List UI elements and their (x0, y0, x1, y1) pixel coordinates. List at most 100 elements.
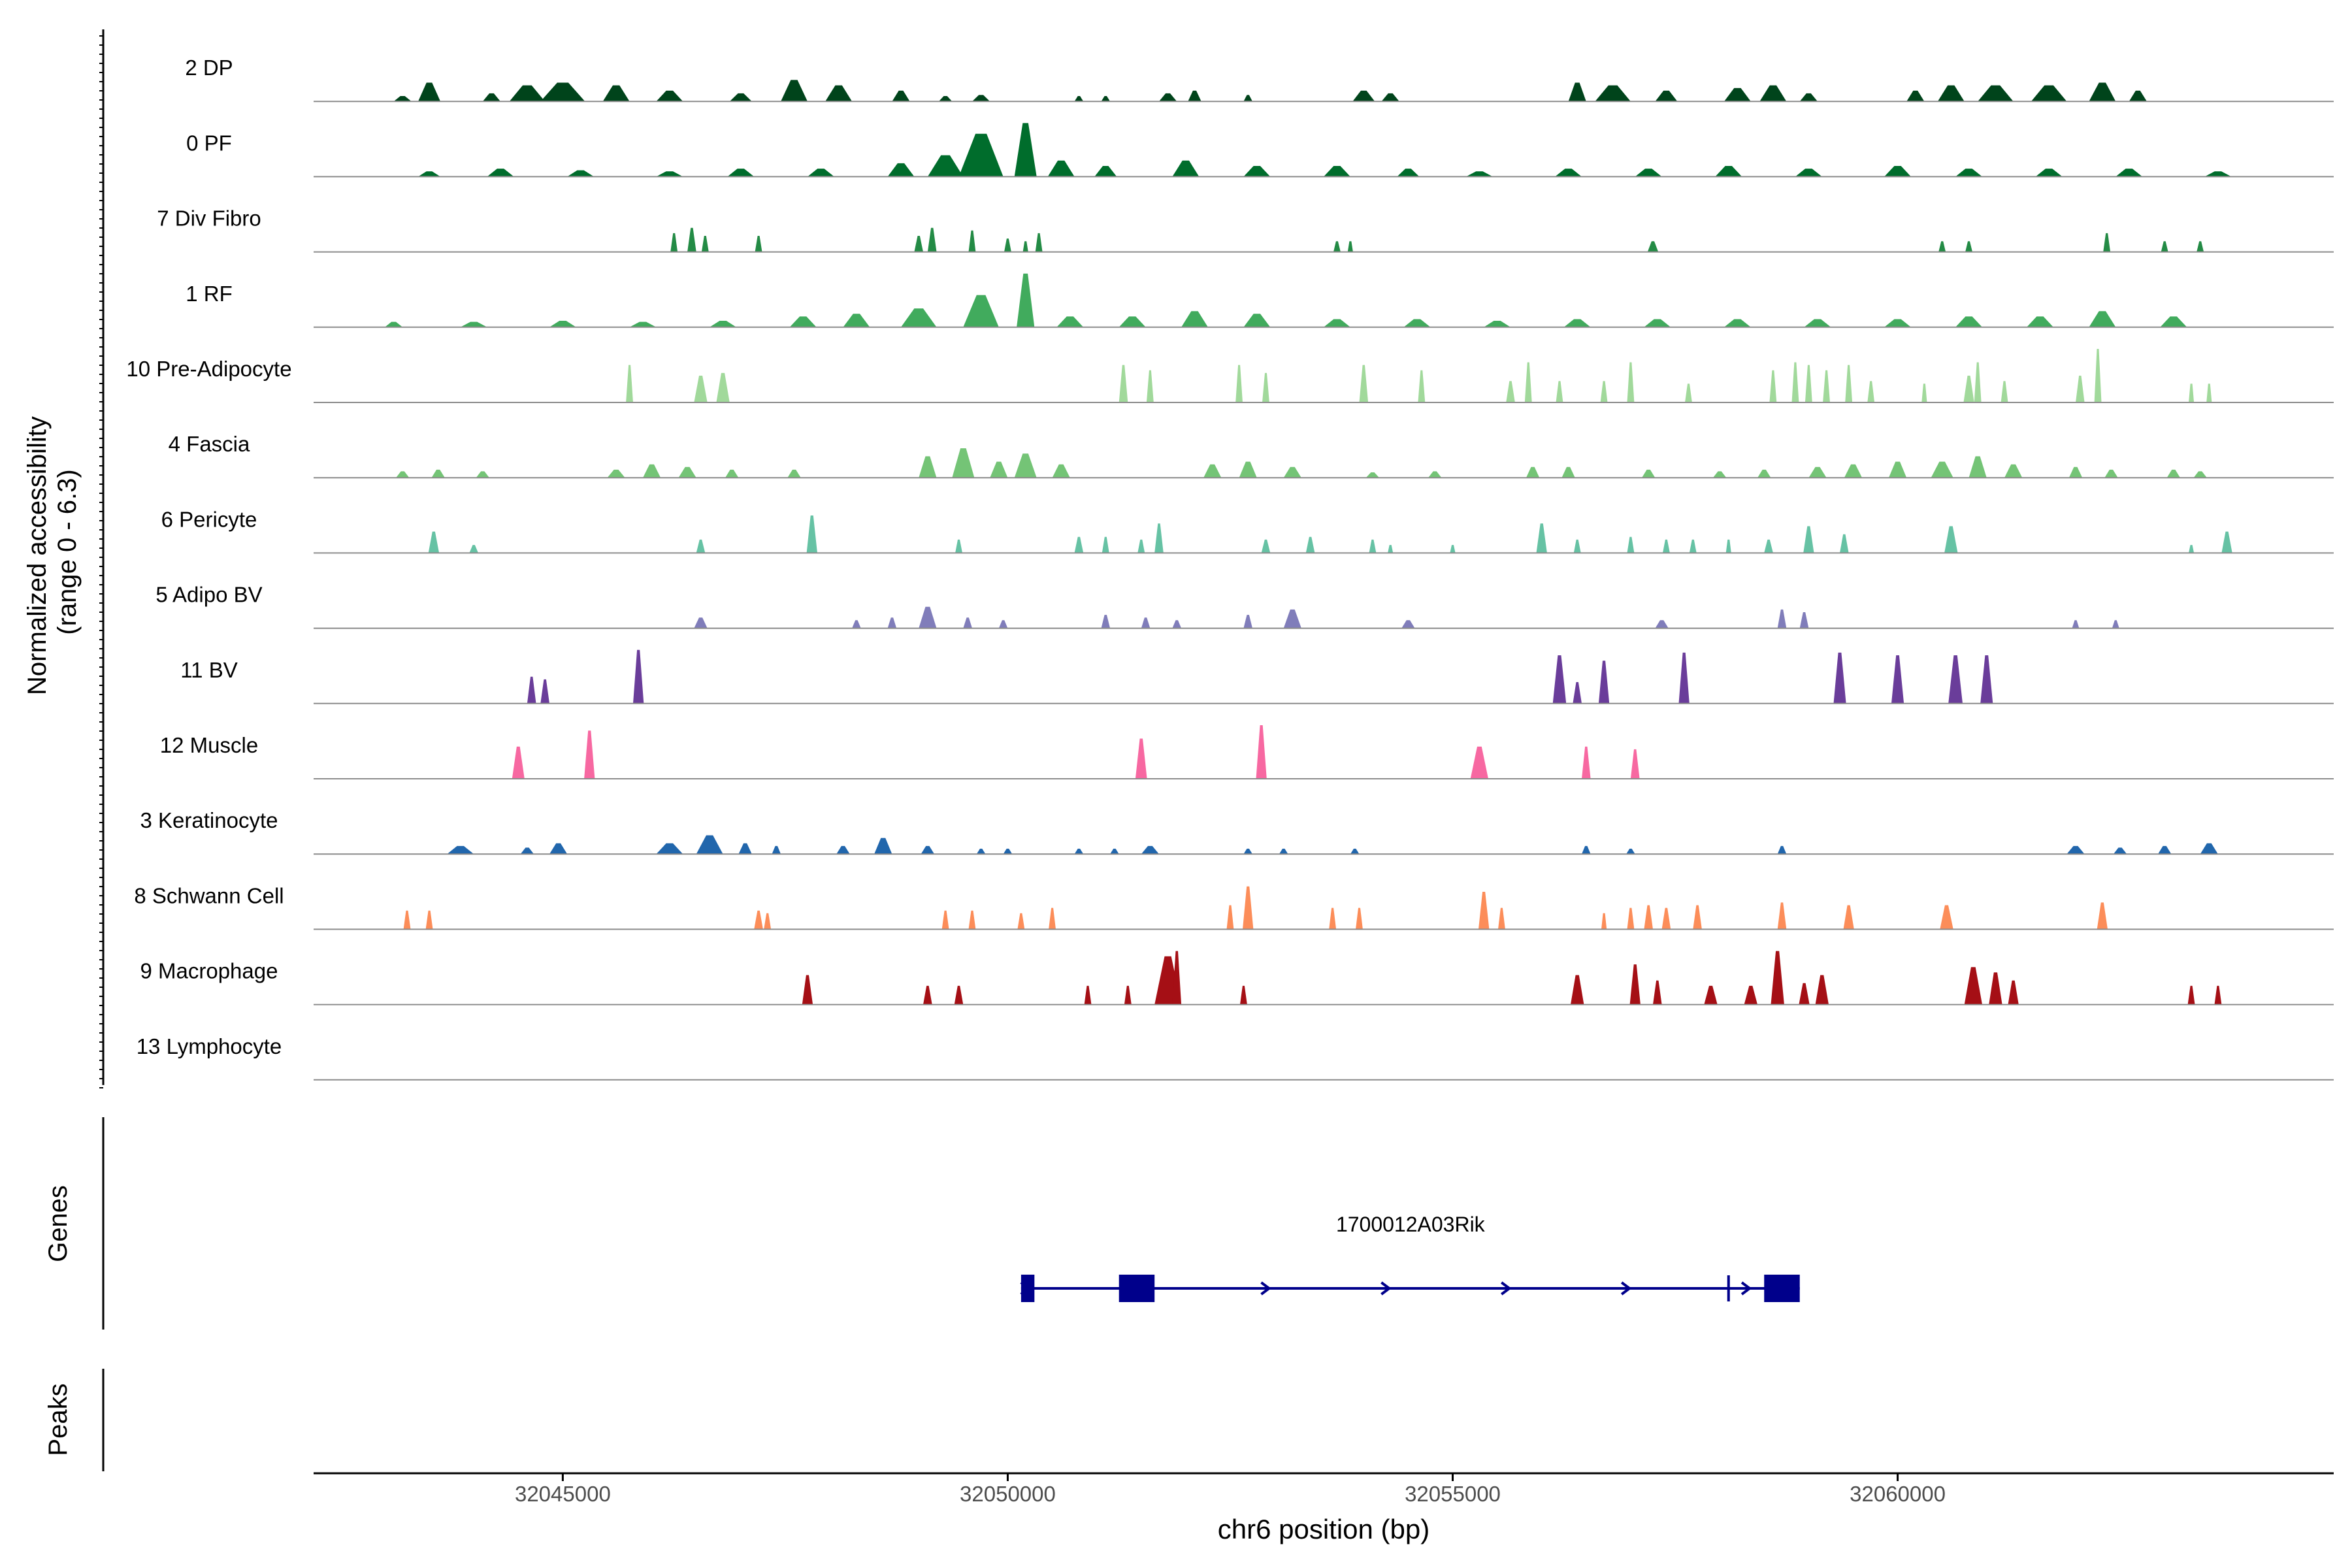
track-0-pf-peak-20 (1795, 169, 1822, 177)
track-12-muscle-peak-6 (1630, 749, 1640, 779)
track-0-pf-peak-16 (1465, 171, 1493, 177)
track-9-macrophage-peak-0 (802, 975, 813, 1005)
track-6-pericyte-peak-19 (1725, 539, 1731, 553)
track-4-fascia-peak-22 (1757, 469, 1771, 478)
track-2-dp-peak-19 (1381, 93, 1399, 102)
track-0-pf-peak-4 (727, 169, 755, 177)
track-8-schwann-cell-peak-14 (1601, 913, 1607, 930)
track-label-2-dp: 2 DP (185, 56, 233, 80)
track-10-pre-adipocyte-peak-18 (1823, 370, 1830, 402)
track-11-bv: 11 BV (180, 649, 2334, 704)
track-9-macrophage-peak-15 (1815, 975, 1829, 1005)
track-1-rf-peak-11 (1119, 316, 1146, 327)
track-4-fascia-peak-9 (952, 448, 975, 478)
track-2-dp-peak-16 (1188, 90, 1201, 102)
track-1-rf-peak-23 (2027, 316, 2053, 327)
track-0-pf-peak-11 (1094, 166, 1117, 177)
track-0-pf-peak-1 (487, 169, 514, 177)
track-3-keratinocyte-peak-18 (1582, 845, 1591, 855)
track-8-schwann-cell-peak-8 (1226, 905, 1234, 930)
track-label-12-muscle: 12 Muscle (160, 733, 258, 757)
track-1-rf-peak-7 (901, 308, 937, 327)
track-9-macrophage-peak-12 (1744, 985, 1757, 1005)
track-4-fascia-peak-8 (919, 456, 937, 478)
track-2-dp-peak-30 (2089, 82, 2116, 102)
track-11-bv-peak-2 (633, 649, 644, 704)
track-9-macrophage-peak-20 (2214, 985, 2222, 1005)
track-3-keratinocyte-peak-23 (2158, 845, 2172, 855)
track-1-rf-peak-9 (1017, 273, 1035, 327)
track-1-rf: 1 RF (186, 273, 2334, 328)
track-0-pf-peak-9 (1014, 123, 1037, 177)
track-8-schwann-cell-peak-16 (1644, 905, 1653, 930)
track-9-macrophage-peak-19 (2187, 985, 2195, 1005)
track-7-div-fibro-peak-6 (968, 230, 976, 252)
track-6-pericyte-peak-23 (1944, 526, 1958, 553)
track-6-pericyte-peak-2 (696, 539, 706, 553)
track-5-adipo-bv: 5 Adipo BV (155, 583, 2334, 629)
coverage-tracks: 2 DP 0 PF 7 Div Fibro 1 RF 10 Pre-Adipocyte 4… (126, 56, 2334, 1081)
track-4-fascia-peak-18 (1526, 466, 1540, 478)
track-9-macrophage: 9 Macrophage (140, 951, 2334, 1005)
track-10-pre-adipocyte-peak-3 (1119, 365, 1128, 402)
track-4-fascia-peak-1 (431, 469, 445, 478)
track-2-dp-peak-6 (656, 90, 683, 102)
track-10-pre-adipocyte-peak-9 (1506, 381, 1515, 402)
track-1-rf-peak-13 (1243, 314, 1271, 327)
track-1-rf-peak-0 (385, 321, 403, 327)
track-0-pf-peak-22 (1955, 169, 1982, 177)
track-1-rf-peak-25 (2160, 316, 2187, 327)
track-11-bv-peak-3 (1552, 655, 1567, 704)
y-axis-label: Normalized accessibility (range 0 - 6.3) (23, 409, 82, 695)
track-0-pf-peak-25 (2204, 171, 2232, 177)
track-10-pre-adipocyte-peak-0 (626, 365, 633, 402)
track-label-4-fascia: 4 Fascia (169, 432, 250, 456)
track-5-adipo-bv-peak-12 (1655, 620, 1669, 629)
track-7-div-fibro-peak-15 (2103, 233, 2111, 252)
track-8-schwann-cell-peak-11 (1356, 907, 1363, 930)
track-1-rf-peak-12 (1181, 311, 1208, 327)
track-1-rf-peak-20 (1804, 319, 1831, 327)
track-1-rf-peak-24 (2089, 311, 2116, 327)
track-label-8-schwann-cell: 8 Schwann Cell (134, 883, 284, 907)
track-2-dp-peak-31 (2129, 90, 2147, 102)
track-8-schwann-cell-peak-10 (1329, 907, 1337, 930)
track-7-div-fibro-peak-17 (2197, 241, 2204, 252)
track-6-pericyte-peak-18 (1689, 539, 1697, 553)
track-6-pericyte-peak-13 (1450, 545, 1456, 553)
track-4-fascia-peak-15 (1283, 466, 1301, 478)
track-7-div-fibro-peak-1 (687, 227, 696, 252)
track-10-pre-adipocyte-peak-8 (1418, 370, 1426, 402)
track-2-dp-peak-22 (1655, 90, 1678, 102)
track-3-keratinocyte-peak-11 (1003, 849, 1013, 855)
track-4-fascia-peak-25 (1888, 461, 1907, 478)
gene-strand-arrow (1740, 1281, 1752, 1296)
track-5-adipo-bv-peak-13 (1777, 609, 1787, 629)
track-8-schwann-cell: 8 Schwann Cell (134, 883, 2334, 930)
track-6-pericyte-peak-21 (1803, 526, 1814, 553)
track-4-fascia-peak-7 (787, 469, 801, 478)
track-8-schwann-cell-peak-18 (1693, 905, 1702, 930)
track-4-fascia-peak-31 (2166, 469, 2180, 478)
track-4-fascia-peak-24 (1844, 464, 1863, 478)
track-2-dp-peak-13 (1074, 96, 1084, 102)
track-label-1-rf: 1 RF (186, 282, 233, 306)
track-7-div-fibro-peak-10 (1333, 241, 1341, 252)
track-4-fascia-peak-14 (1239, 461, 1257, 478)
track-6-pericyte-peak-17 (1663, 539, 1670, 553)
track-4-fascia-peak-28 (2004, 464, 2023, 478)
track-11-bv-peak-5 (1598, 661, 1610, 704)
track-6-pericyte-peak-22 (1840, 534, 1849, 553)
track-11-bv-peak-0 (527, 676, 536, 704)
track-9-macrophage-peak-14 (1799, 983, 1810, 1005)
track-3-keratinocyte-peak-22 (2113, 847, 2127, 855)
track-label-11-bv: 11 BV (180, 658, 237, 682)
track-9-macrophage-peak-11 (1704, 985, 1718, 1005)
track-7-div-fibro-peak-13 (1938, 241, 1946, 252)
track-6-pericyte-peak-10 (1305, 536, 1315, 553)
track-6-pericyte-peak-25 (2221, 531, 2232, 553)
track-4-fascia-peak-17 (1428, 471, 1442, 478)
track-2-dp: 2 DP (185, 56, 2334, 103)
track-9-macrophage-peak-16 (1964, 967, 1982, 1005)
track-10-pre-adipocyte-peak-12 (1600, 381, 1608, 402)
